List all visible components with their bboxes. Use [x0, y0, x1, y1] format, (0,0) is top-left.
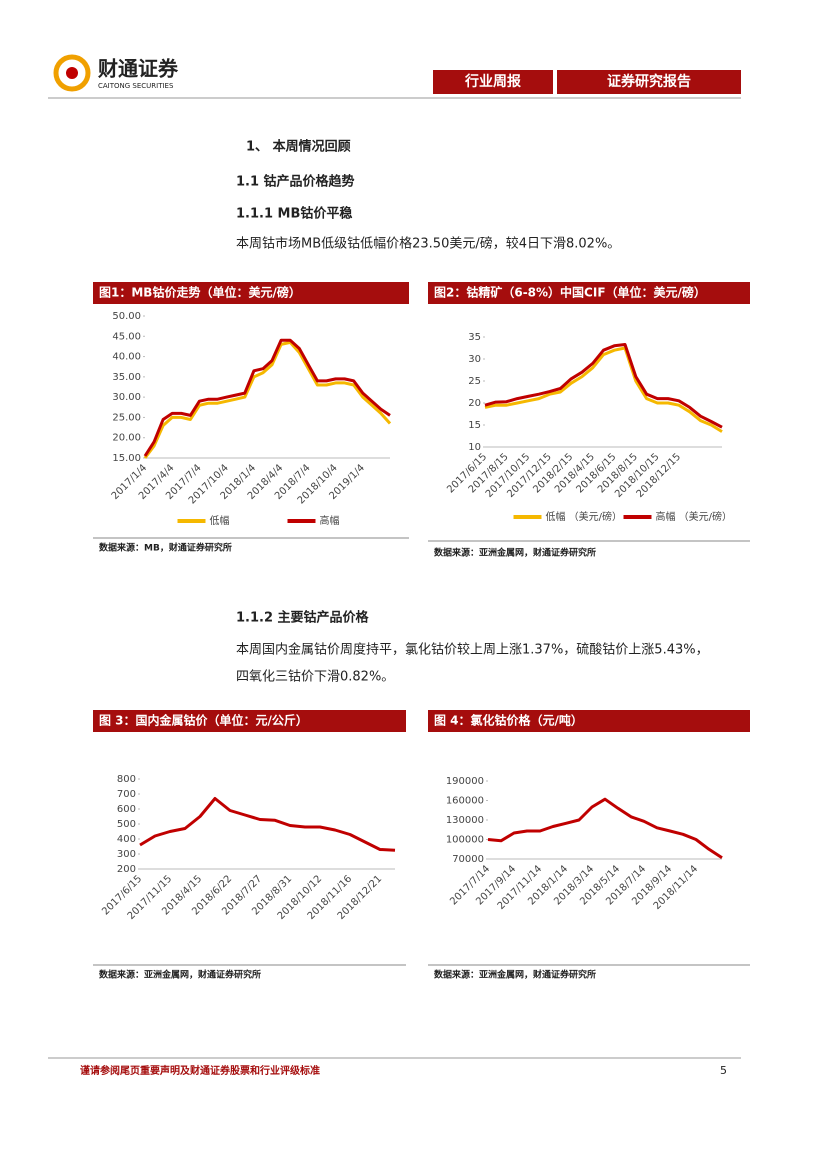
figure-title-bar	[428, 282, 750, 304]
legend-label: 低幅 （美元/磅）	[546, 510, 623, 523]
y-tick-label: 70000	[452, 854, 484, 865]
y-tick-label: 800	[117, 774, 136, 785]
paragraph: 四氧化三钴价下滑0.82%。	[236, 670, 394, 685]
series-line	[484, 343, 723, 429]
legend-label: 低幅	[210, 514, 230, 527]
heading: 1.1.1 MB钴价平稳	[236, 206, 352, 222]
y-tick-label: 400	[117, 834, 136, 845]
series-line	[143, 340, 392, 459]
y-tick-label: 190000	[446, 776, 484, 787]
y-tick-label: 35	[468, 332, 481, 343]
y-tick-label: 300	[117, 849, 136, 860]
y-tick-label: 160000	[446, 796, 484, 807]
heading: 1、 本周情况回顾	[246, 139, 351, 155]
y-tick-label: 200	[117, 864, 136, 875]
figure-title: 图 4：氯化钴价格（元/吨）	[434, 713, 583, 728]
legend-label: 高幅	[320, 514, 340, 527]
y-tick-label: 20.00	[112, 433, 141, 444]
brand-en: CAITONG SECURITIES	[98, 82, 174, 90]
series-line	[484, 346, 723, 433]
y-tick-label: 700	[117, 789, 136, 800]
y-tick-label: 100000	[446, 835, 484, 846]
legend-label: 高幅 （美元/磅）	[656, 510, 733, 523]
figure-title: 图1：MB钴价走势（单位：美元/磅）	[99, 285, 301, 300]
paragraph: 本周国内金属钴价周度持平，氯化钴价较上周上涨1.37%，硫酸钴价上涨5.43%，	[236, 642, 709, 658]
y-tick-label: 20	[468, 398, 481, 409]
heading: 1.1 钴产品价格趋势	[236, 174, 355, 190]
series-line	[143, 338, 391, 457]
y-tick-label: 130000	[446, 815, 484, 826]
tag: 证券研究报告	[607, 73, 691, 90]
tag-box	[433, 70, 553, 94]
y-tick-label: 15	[468, 420, 481, 431]
figure-source: 数据来源：亚洲金属网，财通证券研究所	[434, 969, 596, 981]
y-tick-label: 500	[117, 819, 136, 830]
y-tick-label: 35.00	[112, 372, 141, 383]
series-line	[139, 797, 396, 852]
heading: 1.1.2 主要钴产品价格	[236, 610, 370, 626]
y-tick-label: 30	[468, 354, 481, 365]
brand: 财通证券	[98, 57, 179, 81]
y-tick-label: 600	[117, 804, 136, 815]
page-number: 5	[720, 1064, 727, 1077]
figure-title: 图2：钴精矿（6-8%）中国CIF（单位：美元/磅）	[434, 285, 706, 300]
y-tick-label: 40.00	[112, 352, 141, 363]
y-tick-label: 30.00	[112, 392, 141, 403]
figure-source: 数据来源：MB，财通证券研究所	[99, 542, 232, 554]
figure-title-bar	[428, 710, 750, 732]
footer-note: 谨请参阅尾页重要声明及财通证券股票和行业评级标准	[80, 1064, 320, 1077]
figure-title-bar	[93, 710, 406, 732]
series-line	[487, 797, 723, 859]
figure-title: 图 3：国内金属钴价（单位：元/公斤）	[99, 713, 308, 728]
y-tick-label: 15.00	[112, 453, 141, 464]
y-tick-label: 45.00	[112, 331, 141, 342]
tag: 行业周报	[464, 73, 521, 90]
tag-box	[557, 70, 741, 94]
paragraph: 本周钴市场MB低级钴低幅价格23.50美元/磅，较4日下滑8.02%。	[236, 236, 620, 252]
figure-source: 数据来源：亚洲金属网，财通证券研究所	[99, 969, 261, 981]
y-tick-label: 25.00	[112, 412, 141, 423]
figure-source: 数据来源：亚洲金属网，财通证券研究所	[434, 547, 596, 559]
y-tick-label: 10	[468, 442, 481, 453]
logo	[53, 54, 91, 92]
figure-title-bar	[93, 282, 409, 304]
y-tick-label: 25	[468, 376, 481, 387]
y-tick-label: 50.00	[112, 311, 141, 322]
